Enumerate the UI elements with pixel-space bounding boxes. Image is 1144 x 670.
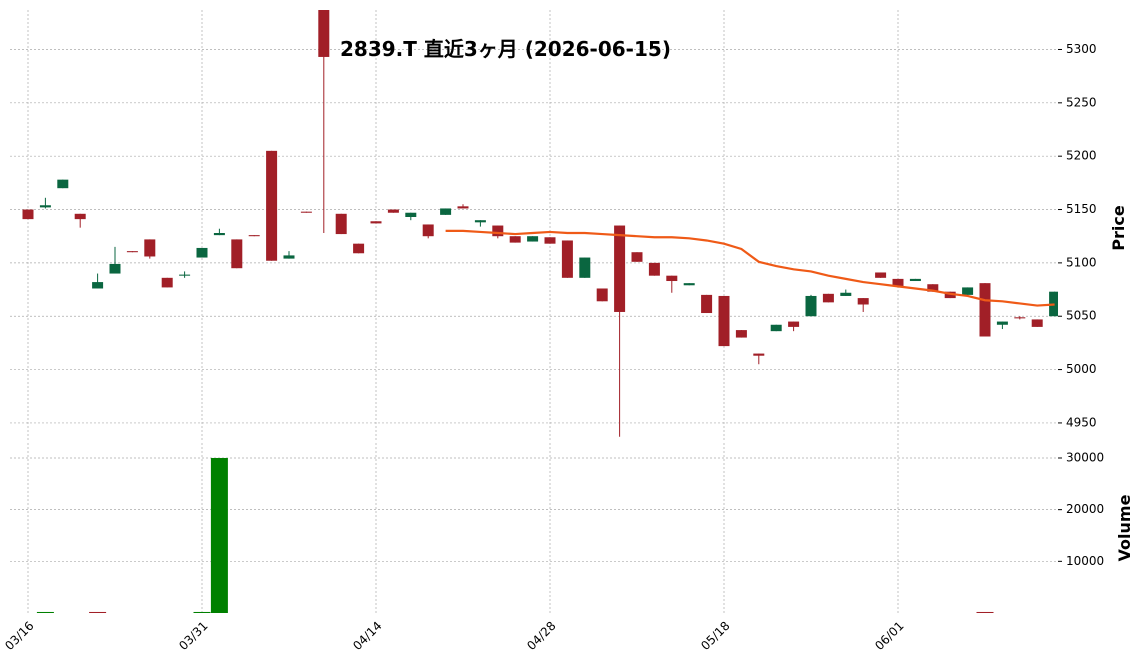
y-tick-label: 5000 [1066,362,1097,376]
candle-body [927,284,939,292]
candle-body [979,283,991,337]
chart-title: 2839.T 直近3ヶ月 (2026-06-15) [340,37,671,61]
moving-average-line [445,229,1055,307]
y-tick-label: 5050 [1066,309,1097,323]
y-tick-label: 4950 [1066,415,1097,429]
candle-body [492,225,504,237]
candle-body [474,220,486,223]
volume-panel [36,457,994,613]
candle-body [92,282,104,289]
candle-body [318,10,330,57]
candle-body [144,239,156,257]
candle-body [213,233,225,236]
y-tick-label: 5250 [1066,95,1097,109]
y-tick-label: 5100 [1066,255,1097,269]
candle-body [422,224,434,237]
candle-body [1031,319,1043,327]
x-tick-label: 04/28 [524,619,558,653]
candle-body [179,274,191,276]
candle-body [892,278,904,287]
volume-bar [89,611,107,613]
y2-tick-label: 30000 [1066,450,1104,464]
candle-body [544,237,556,244]
candle-body [596,288,608,302]
candle-body [457,206,469,209]
candle-body [248,235,260,237]
candle-body [701,294,713,314]
y2-tick-label: 10000 [1066,554,1104,568]
candle-body [875,272,887,278]
x-tick-label: 05/18 [698,619,732,653]
candle-body [109,263,121,274]
candle-body [509,236,521,243]
candle-body [57,179,69,189]
price-panel [22,10,1058,437]
candle-body [161,277,173,288]
x-tick-label: 04/14 [350,619,384,653]
volume-bar [976,611,994,613]
candle-body [22,209,34,220]
candle-body [788,321,800,327]
candle-body [718,295,730,347]
y-tick-label: 5300 [1066,42,1097,56]
candle-body [300,211,312,213]
candle-body [283,255,295,259]
candle-body [648,262,660,276]
candle-body [770,324,782,332]
candle-body [527,236,539,242]
candle-body [857,298,869,305]
volume-bar [36,611,54,613]
candle-body [666,275,678,282]
volume-bar [193,611,211,613]
y-tick-label: 5200 [1066,149,1097,163]
candle-body [1014,317,1026,319]
candle-body [735,330,747,338]
candle-body [353,243,365,254]
candle-body [335,213,347,235]
candle-body [631,252,643,262]
candle-body [370,221,382,224]
candle-body [614,225,626,312]
x-tick-label: 06/01 [872,619,906,653]
candle-body [909,278,921,282]
candle-body [822,293,834,303]
y-axis-label: Price [1109,205,1128,251]
candle-body [387,209,399,213]
candle-body [440,208,452,215]
candle-body [805,295,817,317]
candle-body [126,251,138,253]
candle-body [266,150,278,261]
y2-axis-label: Volume [1115,494,1134,561]
candle-body [996,321,1008,325]
candle-body [683,283,695,286]
x-tick-label: 03/31 [176,619,210,653]
candle-body [962,287,974,295]
y2-tick-label: 20000 [1066,502,1104,516]
candle-body [231,239,243,269]
candle-body [840,292,852,296]
candle-body [561,240,573,278]
candle-body [196,247,208,258]
candle-body [753,353,765,356]
x-tick-label: 03/16 [2,619,36,653]
grid [10,10,1058,613]
candle-body [39,205,51,208]
volume-bar [210,457,228,613]
candle-body [405,212,417,217]
candle-body [579,257,591,278]
candle-body [74,213,86,220]
y-tick-label: 5150 [1066,202,1097,216]
